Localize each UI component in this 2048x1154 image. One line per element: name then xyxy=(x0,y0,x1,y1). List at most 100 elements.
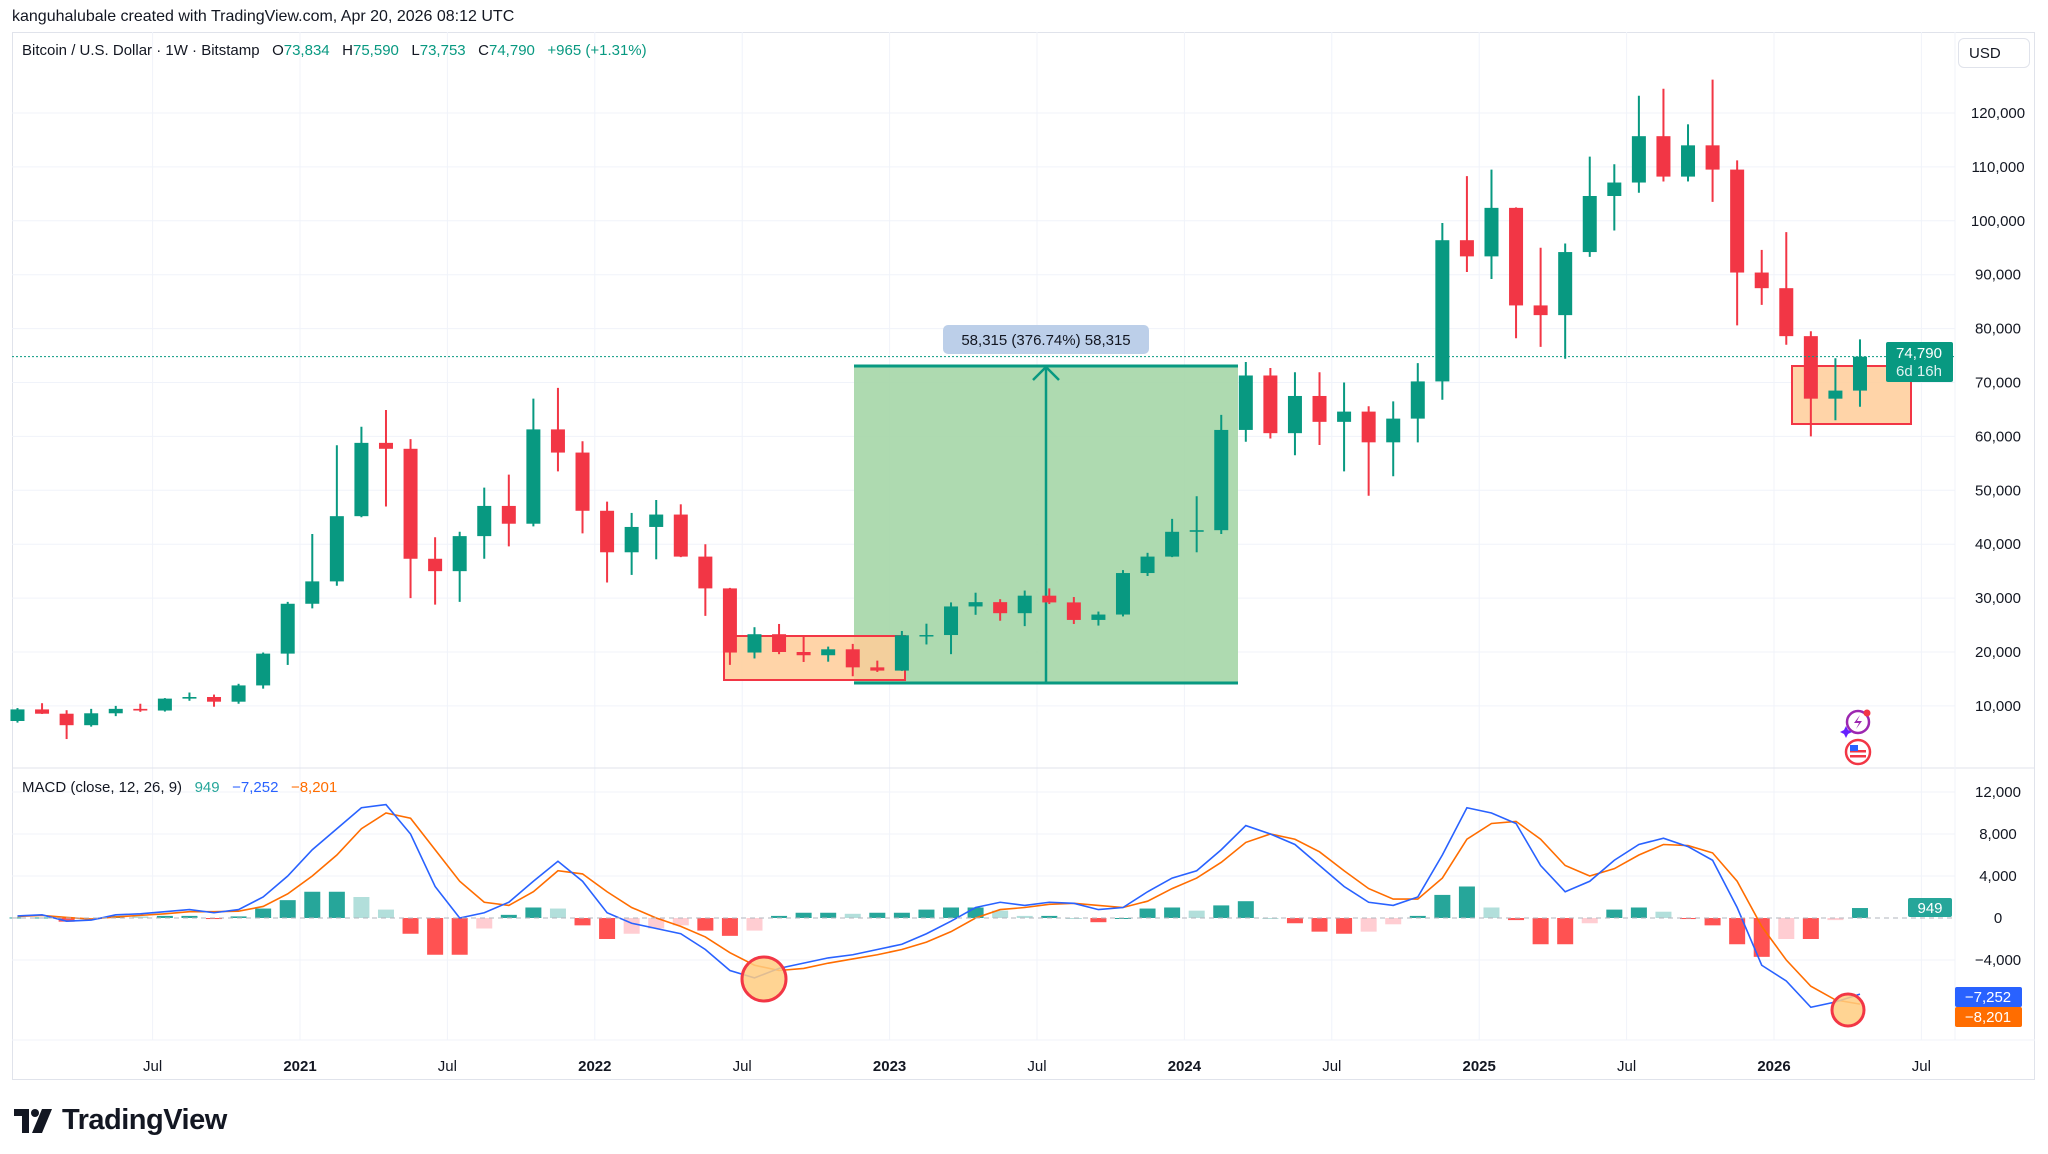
candle-body xyxy=(1730,169,1745,273)
macd-histogram-bar xyxy=(304,891,321,918)
macd-title[interactable]: MACD (close, 12, 26, 9) xyxy=(22,779,183,796)
candle-body xyxy=(1558,252,1573,316)
candle-body xyxy=(1042,595,1057,603)
candle-body xyxy=(1509,207,1524,306)
candle-body xyxy=(182,697,197,699)
candle-body xyxy=(329,516,344,582)
macd-histogram-bar xyxy=(181,915,198,918)
macd-histogram-value: 949 xyxy=(194,779,220,796)
candle-body xyxy=(354,442,369,517)
price-tick-label: 100,000 xyxy=(1971,213,2025,230)
macd-histogram-bar xyxy=(893,912,910,918)
macd-axis[interactable]: 12,000 8,000 4,000 0 −4,000 xyxy=(1975,784,2021,969)
macd-histogram-bar xyxy=(795,912,812,918)
price-axis[interactable]: 120,000 110,000 100,000 90,000 80,000 70,000 6… xyxy=(1971,105,2025,715)
currency-button[interactable]: USD xyxy=(1958,38,2030,68)
macd-histogram-bar xyxy=(525,907,542,918)
candle-body xyxy=(845,649,860,668)
macd-histogram-bar xyxy=(967,907,984,918)
macd-histogram-bar xyxy=(844,913,861,918)
macd-histogram-bar xyxy=(353,897,370,918)
price-tick-label: 20,000 xyxy=(1975,644,2021,661)
candle-body xyxy=(1681,145,1696,177)
candle-body xyxy=(133,708,148,711)
macd-line-value: −7,252 xyxy=(232,779,279,796)
symbol-title[interactable]: Bitcoin / U.S. Dollar · 1W · Bitstamp xyxy=(22,42,260,59)
candle-body xyxy=(1459,240,1474,257)
macd-legend[interactable]: MACD (close, 12, 26, 9) 949 −7,252 −8,20… xyxy=(22,779,337,796)
price-tick-label: 120,000 xyxy=(1971,105,2025,122)
time-tick-label: Jul xyxy=(1027,1058,1046,1075)
candle-body xyxy=(280,603,295,654)
macd-histogram-bar xyxy=(1262,918,1279,919)
macd-histogram-bar xyxy=(206,918,223,920)
macd-cross-marker-2026[interactable] xyxy=(1830,992,1866,1028)
time-axis[interactable]: Jul 2021 Jul 2022 Jul 2023 Jul 2024 Jul 2025 Jul 20… xyxy=(143,1058,1931,1075)
candle-body xyxy=(1386,418,1401,443)
change-value: +965 (+1.31%) xyxy=(547,42,647,59)
macd-histogram-bar xyxy=(279,900,296,918)
candle-body xyxy=(1754,272,1769,289)
candle-body xyxy=(1214,429,1229,531)
macd-histogram-bar xyxy=(1065,918,1082,919)
candle-body xyxy=(1631,136,1646,183)
candle-body xyxy=(452,536,467,572)
macd-histogram-bar xyxy=(869,912,886,918)
candle-body xyxy=(894,635,909,671)
macd-histogram-bar xyxy=(549,908,566,918)
macd-histogram-bar xyxy=(1458,886,1475,918)
price-tick-label: 110,000 xyxy=(1971,159,2024,176)
macd-histogram-bar xyxy=(1704,918,1721,926)
macd-histogram-bar xyxy=(1336,918,1353,934)
macd-histogram-bar xyxy=(1778,918,1795,939)
macd-histogram-bar xyxy=(58,918,75,922)
candle-body xyxy=(1165,531,1180,557)
time-tick-label: Jul xyxy=(733,1058,752,1075)
candle-body xyxy=(698,556,713,589)
macd-histogram-bar xyxy=(697,918,714,931)
close-label: C xyxy=(478,42,489,59)
macd-histogram-bar xyxy=(156,915,173,918)
macd-histogram-bar xyxy=(1655,911,1672,918)
macd-histogram-bar xyxy=(1729,918,1746,945)
close-value: 74,790 xyxy=(489,42,535,59)
macd-histogram-bar xyxy=(1581,918,1598,924)
candle-body xyxy=(305,581,320,604)
macd-histogram-bar xyxy=(230,916,247,918)
time-tick-label: 2023 xyxy=(873,1058,906,1075)
tradingview-logo[interactable]: TradingView xyxy=(14,1104,227,1137)
price-tick-label: 80,000 xyxy=(1975,321,2021,338)
us-flag-icon[interactable] xyxy=(1844,738,1872,766)
price-tick-label: 60,000 xyxy=(1975,428,2021,445)
macd-histogram-bar xyxy=(1139,908,1156,918)
macd-cross-marker-2022[interactable] xyxy=(740,955,788,1003)
time-tick-label: Jul xyxy=(1322,1058,1341,1075)
macd-tick-label: 4,000 xyxy=(1979,868,2017,885)
macd-histogram-bar xyxy=(1434,894,1451,918)
candle-body xyxy=(1533,305,1548,316)
macd-histogram-bar xyxy=(648,918,665,929)
candle-body xyxy=(870,667,885,671)
macd-histogram-bar xyxy=(746,918,763,931)
candle-body xyxy=(1582,196,1597,253)
macd-histogram-bar xyxy=(820,912,837,918)
macd-histogram-bar xyxy=(1851,908,1868,918)
macd-histogram-bar xyxy=(1311,918,1328,932)
candle-body xyxy=(1607,182,1622,197)
candle-body xyxy=(673,514,688,557)
macd-tick-label: 12,000 xyxy=(1975,784,2021,801)
candle-body xyxy=(1656,136,1671,177)
time-tick-label: Jul xyxy=(438,1058,457,1075)
lightning-icon[interactable] xyxy=(1840,709,1871,739)
macd-histogram-bar xyxy=(918,909,935,918)
candle-body xyxy=(1312,395,1327,422)
time-tick-label: 2025 xyxy=(1463,1058,1496,1075)
macd-histogram-bar xyxy=(599,918,616,939)
symbol-legend[interactable]: Bitcoin / U.S. Dollar · 1W · Bitstamp O7… xyxy=(22,42,647,59)
candle-body xyxy=(1238,375,1253,430)
macd-histogram-bar xyxy=(1508,918,1525,921)
macd-histogram-bar xyxy=(1557,918,1574,945)
macd-histogram-bar xyxy=(427,918,444,955)
candle-body xyxy=(1337,411,1352,422)
